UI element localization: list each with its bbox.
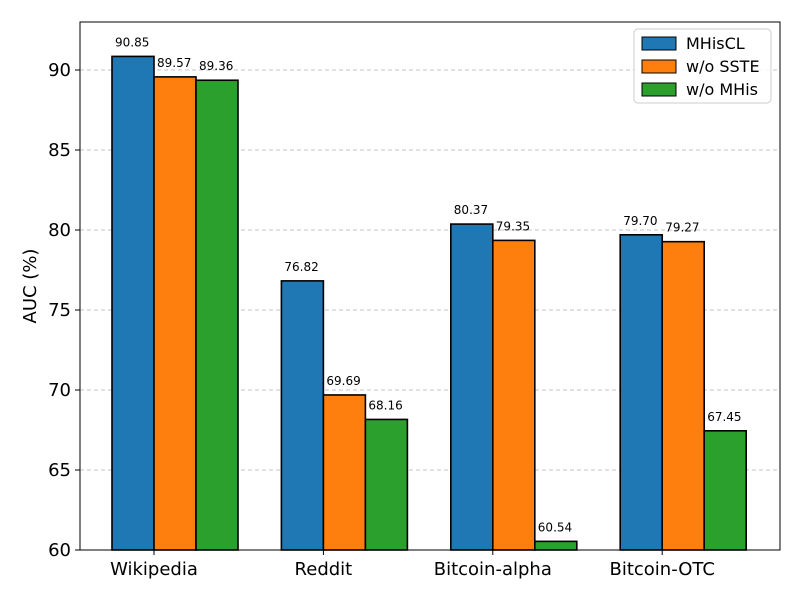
x-tick-label: Wikipedia — [110, 559, 198, 580]
bar-value-label: 79.35 — [496, 219, 530, 233]
data-labels: 90.85 89.57 89.36 76.82 69.69 68.16 80.37 79.35… — [115, 35, 742, 534]
bar-value-label: 79.27 — [665, 221, 699, 235]
bar-value-label: 60.54 — [538, 520, 572, 534]
bar-value-label: 89.57 — [157, 56, 191, 70]
bar-value-label: 89.36 — [199, 59, 233, 73]
bar-value-label: 76.82 — [284, 260, 318, 274]
y-tick-label: 90 — [48, 60, 71, 81]
bar — [195, 79, 239, 551]
legend-swatch — [641, 36, 677, 51]
y-tick-label: 85 — [48, 140, 71, 161]
bar — [153, 76, 197, 551]
y-axis-title: AUC (%) — [20, 249, 41, 324]
bar-value-label: 68.16 — [368, 398, 402, 412]
x-tick-label: Reddit — [295, 559, 353, 580]
bar-value-label: 79.70 — [623, 214, 657, 228]
legend-label: MHisCL — [686, 34, 745, 53]
y-axis: 60 65 70 75 80 85 90 — [48, 60, 80, 561]
y-tick-label: 60 — [48, 540, 71, 561]
y-tick-label: 80 — [48, 220, 71, 241]
legend-swatch — [641, 82, 677, 97]
legend-label: w/o MHis — [686, 80, 758, 99]
bar-value-label: 90.85 — [115, 35, 149, 49]
bar — [533, 540, 578, 551]
legend-swatch — [641, 59, 677, 74]
bar-value-label: 67.45 — [707, 410, 741, 424]
bar-value-label: 80.37 — [454, 203, 488, 217]
x-tick-label: Bitcoin-alpha — [434, 559, 552, 580]
y-tick-label: 65 — [48, 460, 71, 481]
y-tick-label: 75 — [48, 300, 71, 321]
bar — [364, 418, 409, 551]
legend: MHisCL w/o SSTE w/o MHis — [633, 28, 772, 104]
bar — [111, 55, 155, 551]
bar-value-label: 69.69 — [326, 374, 360, 388]
bar — [703, 429, 748, 551]
bar — [280, 280, 325, 551]
bar — [619, 234, 664, 551]
bar — [449, 223, 494, 551]
x-tick-label: Bitcoin-OTC — [609, 559, 714, 580]
bars — [111, 55, 748, 551]
bar — [491, 239, 536, 551]
bar — [661, 240, 706, 551]
plot-frame — [79, 21, 781, 551]
y-tick-label: 70 — [48, 380, 71, 401]
x-axis: Wikipedia Reddit Bitcoin-alpha Bitcoin-OTC — [110, 550, 715, 580]
legend-label: w/o SSTE — [686, 57, 760, 76]
bar — [322, 394, 367, 551]
